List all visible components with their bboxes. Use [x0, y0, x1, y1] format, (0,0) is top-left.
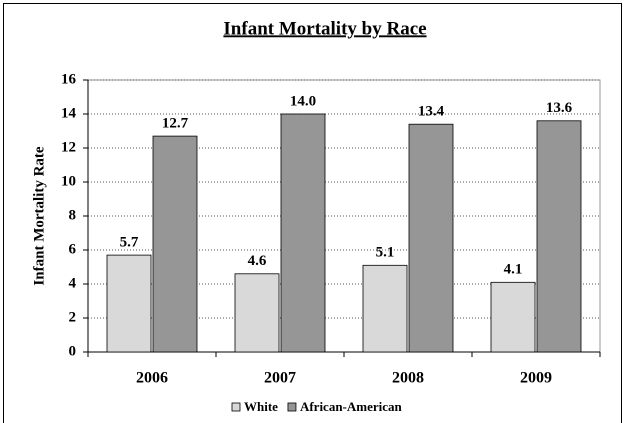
data-label: 13.4	[418, 104, 445, 120]
y-tick-label: 12	[61, 139, 76, 155]
x-tick-label: 2009	[520, 370, 552, 387]
legend-label: African-American	[300, 399, 403, 414]
y-tick-label: 14	[61, 105, 77, 121]
legend-label: White	[244, 399, 278, 414]
y-tick-label: 10	[61, 173, 76, 189]
x-tick-label: 2007	[264, 370, 296, 387]
y-tick-label: 6	[69, 241, 77, 257]
bar	[234, 273, 280, 353]
data-label: 12.7	[162, 116, 189, 132]
bar	[280, 113, 326, 353]
data-label: 14.0	[290, 93, 316, 109]
y-tick-label: 8	[69, 207, 77, 223]
x-tick-label: 2008	[392, 370, 424, 387]
x-tick-label: 2006	[136, 370, 168, 387]
legend-swatch	[287, 402, 297, 412]
data-label: 5.7	[120, 235, 139, 251]
legend-swatch	[231, 402, 241, 412]
bar	[536, 120, 582, 353]
y-tick-label: 4	[69, 275, 77, 291]
bar	[362, 264, 408, 353]
bar	[106, 254, 152, 353]
data-label: 4.1	[504, 262, 523, 278]
data-label: 13.6	[546, 100, 573, 116]
data-label: 5.1	[376, 245, 395, 261]
y-tick-label: 2	[69, 309, 77, 325]
data-label: 4.6	[248, 253, 267, 269]
y-axis-label: Infant Mortality Rate	[31, 146, 47, 285]
y-tick-label: 0	[69, 343, 77, 359]
bar	[152, 135, 198, 353]
bar	[490, 281, 536, 353]
chart-title: Infant Mortality by Race	[223, 18, 426, 39]
y-tick-label: 16	[61, 71, 77, 87]
bar	[408, 123, 454, 353]
